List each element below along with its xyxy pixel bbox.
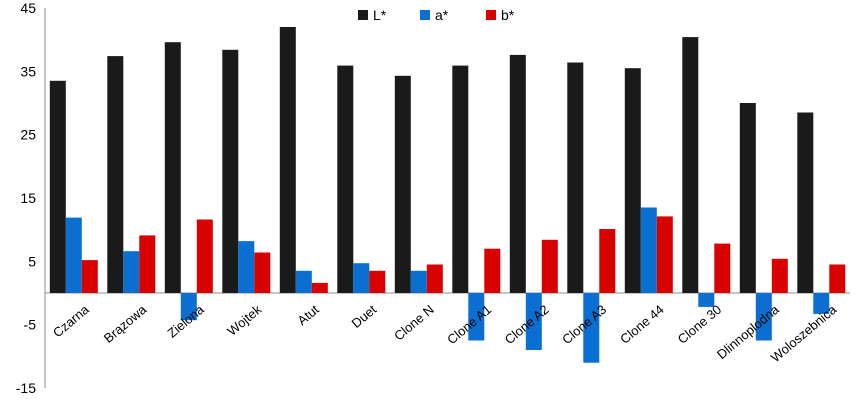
bar [139,235,156,293]
bar [829,264,846,293]
bar [771,258,788,293]
bar [484,248,501,293]
bar [698,293,715,307]
bar [337,65,354,293]
y-tick-label: -5 [24,317,37,333]
legend-swatch [420,10,430,20]
bar [81,260,98,293]
category-label: Duet [349,302,380,331]
bars [49,27,846,363]
category-label: Clone 44 [617,302,667,347]
category-label: Clone N [391,302,437,344]
bar [353,263,370,293]
bar [196,219,213,293]
bar [394,75,411,293]
bar [583,293,600,363]
bar [797,112,814,293]
category-label: Atut [294,302,322,329]
bar [164,42,181,294]
bar [525,293,542,350]
bar [468,293,485,341]
bar [624,68,641,293]
category-label: Czarna [50,301,92,340]
bar [279,27,296,293]
legend-label: L* [373,7,387,23]
legend-swatch [486,10,496,20]
y-tick-label: 45 [20,0,36,16]
category-label: Brązowa [101,301,150,345]
bar [295,270,312,293]
legend-swatch [358,10,368,20]
bar [426,264,443,293]
bar [541,239,558,293]
bar [452,65,469,293]
bar [311,282,328,293]
bar [180,293,197,321]
bar [640,207,657,293]
bar [599,229,616,293]
bar [755,293,772,341]
category-labels: Czarna Brązowa Zielona Wojtek Atut Duet Clone … [50,301,840,365]
y-tick-label: -15 [16,380,36,396]
bar [739,103,756,293]
bar [49,80,66,293]
bar [656,216,673,293]
category-label: Clone 30 [675,302,725,347]
legend-label: a* [435,7,449,23]
bar [254,252,271,293]
legend-label: b* [501,7,515,23]
bar [682,37,699,293]
bar [410,270,427,293]
bar [238,241,255,293]
bar [65,217,82,293]
bar [567,62,584,293]
bar [369,270,386,293]
legend: L* a* b* [358,7,515,23]
bar [107,56,124,293]
y-tick-label: 25 [20,127,36,143]
y-tick-label: 35 [20,63,36,79]
bar [509,54,526,294]
y-tick-label: 5 [28,253,36,269]
y-tick-labels: 45 35 25 15 5 -5 -15 [16,0,36,396]
bar [123,251,140,293]
bar [714,243,731,293]
bar [813,293,830,314]
y-tick-label: 15 [20,190,36,206]
bar [222,49,239,293]
category-label: Wojtek [224,301,264,338]
